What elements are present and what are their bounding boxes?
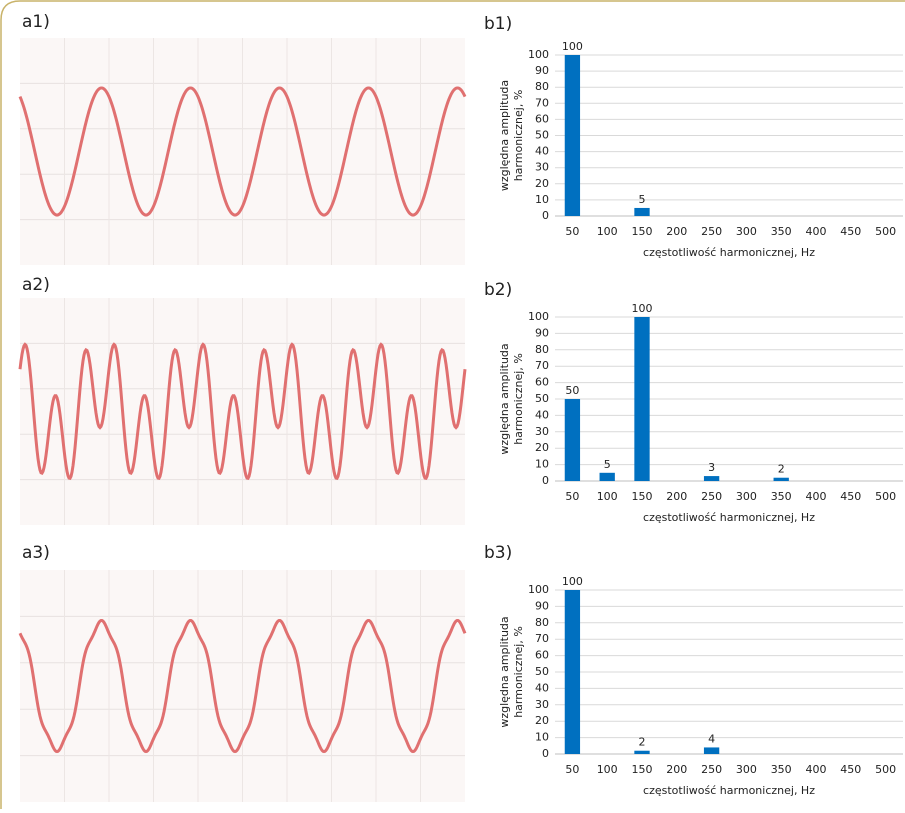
x-tick-label: 250 [701, 225, 722, 238]
data-label: 2 [778, 463, 785, 476]
y-tick-label: 90 [535, 64, 549, 77]
x-tick-label: 400 [806, 490, 827, 503]
bar [704, 476, 719, 481]
x-tick-label: 300 [736, 763, 757, 776]
bar [774, 478, 789, 481]
y-tick-label: 0 [542, 747, 549, 760]
y-tick-label: 30 [535, 698, 549, 711]
x-tick-label: 250 [701, 763, 722, 776]
y-axis-label: harmonicznej, % [512, 353, 525, 445]
x-axis-label: częstotliwość harmonicznej, Hz [643, 784, 815, 797]
data-label: 100 [562, 575, 583, 588]
chart-title: b1) [484, 14, 512, 34]
y-tick-label: 40 [535, 408, 549, 421]
y-tick-label: 30 [535, 161, 549, 174]
x-tick-label: 500 [875, 490, 896, 503]
chart-title: b3) [484, 543, 512, 563]
y-tick-label: 40 [535, 145, 549, 158]
y-tick-label: 80 [535, 80, 549, 93]
y-tick-label: 80 [535, 616, 549, 629]
y-tick-label: 100 [528, 48, 549, 61]
x-tick-label: 500 [875, 763, 896, 776]
y-tick-label: 90 [535, 326, 549, 339]
y-tick-label: 20 [535, 714, 549, 727]
x-tick-label: 50 [565, 225, 579, 238]
y-tick-label: 20 [535, 177, 549, 190]
x-tick-label: 450 [840, 763, 861, 776]
y-tick-label: 100 [528, 310, 549, 323]
y-tick-label: 50 [535, 392, 549, 405]
panel-label: a1) [22, 12, 50, 32]
y-tick-label: 0 [542, 209, 549, 222]
x-tick-label: 50 [565, 763, 579, 776]
y-tick-label: 70 [535, 359, 549, 372]
panel-label: a3) [22, 543, 50, 563]
x-tick-label: 100 [597, 225, 618, 238]
y-tick-label: 60 [535, 649, 549, 662]
figure: a1)a2)a3)b1)0102030405060708090100501001… [0, 0, 905, 809]
y-tick-label: 50 [535, 665, 549, 678]
bar [565, 55, 580, 216]
y-axis-label: względna amplituda [498, 616, 511, 727]
y-tick-label: 0 [542, 474, 549, 487]
x-tick-label: 450 [840, 225, 861, 238]
data-label: 3 [708, 461, 715, 474]
x-tick-label: 400 [806, 763, 827, 776]
y-tick-label: 100 [528, 583, 549, 596]
y-axis-label: względna amplituda [498, 343, 511, 454]
x-tick-label: 300 [736, 490, 757, 503]
x-tick-label: 300 [736, 225, 757, 238]
y-tick-label: 10 [535, 731, 549, 744]
chart-title: b2) [484, 280, 512, 300]
x-tick-label: 200 [666, 490, 687, 503]
y-axis-label: względna amplituda [498, 80, 511, 191]
y-axis-label: harmonicznej, % [512, 626, 525, 718]
x-tick-label: 200 [666, 763, 687, 776]
y-tick-label: 50 [535, 129, 549, 142]
bar [704, 747, 719, 754]
x-tick-label: 100 [597, 763, 618, 776]
x-tick-label: 100 [597, 490, 618, 503]
data-label: 50 [565, 384, 579, 397]
y-tick-label: 30 [535, 425, 549, 438]
data-label: 2 [639, 736, 646, 749]
bar [634, 317, 649, 481]
y-tick-label: 40 [535, 681, 549, 694]
data-label: 5 [639, 193, 646, 206]
y-tick-label: 60 [535, 112, 549, 125]
x-tick-label: 350 [771, 763, 792, 776]
x-tick-label: 150 [632, 490, 653, 503]
x-tick-label: 400 [806, 225, 827, 238]
y-tick-label: 10 [535, 458, 549, 471]
x-axis-label: częstotliwość harmonicznej, Hz [643, 511, 815, 524]
x-tick-label: 350 [771, 225, 792, 238]
bar [565, 590, 580, 754]
bar [565, 399, 580, 481]
y-tick-label: 20 [535, 441, 549, 454]
x-tick-label: 250 [701, 490, 722, 503]
x-tick-label: 500 [875, 225, 896, 238]
x-tick-label: 150 [632, 763, 653, 776]
x-tick-label: 450 [840, 490, 861, 503]
y-tick-label: 60 [535, 376, 549, 389]
x-tick-label: 150 [632, 225, 653, 238]
x-tick-label: 50 [565, 490, 579, 503]
data-label: 100 [562, 40, 583, 53]
x-tick-label: 200 [666, 225, 687, 238]
bar [634, 751, 649, 754]
data-label: 100 [632, 302, 653, 315]
y-tick-label: 70 [535, 96, 549, 109]
y-tick-label: 10 [535, 193, 549, 206]
y-tick-label: 90 [535, 599, 549, 612]
data-label: 4 [708, 732, 715, 745]
bar [634, 208, 649, 216]
bar [600, 473, 615, 481]
x-tick-label: 350 [771, 490, 792, 503]
x-axis-label: częstotliwość harmonicznej, Hz [643, 246, 815, 259]
panel-label: a2) [22, 275, 50, 295]
y-tick-label: 70 [535, 632, 549, 645]
data-label: 5 [604, 458, 611, 471]
y-tick-label: 80 [535, 343, 549, 356]
y-axis-label: harmonicznej, % [512, 90, 525, 182]
